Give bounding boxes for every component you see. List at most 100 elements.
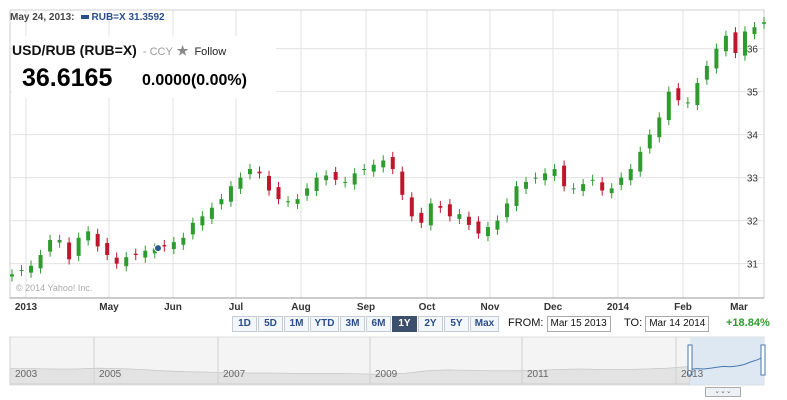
scroll-grip-icon[interactable]: ⌄⌄⌄ (705, 387, 741, 397)
candle-body (619, 177, 624, 185)
candle-body (590, 179, 595, 181)
candle-body (86, 231, 91, 241)
y-axis-labels: 31 32 33 34 35 36 (747, 45, 759, 271)
range-button-1m[interactable]: 1M (284, 316, 309, 332)
candle-body (524, 181, 529, 189)
candle-body (314, 177, 319, 191)
candle-body (181, 237, 186, 245)
x-tick-label: 2013 (15, 302, 38, 313)
star-icon[interactable]: ★ (176, 43, 189, 58)
range-button-5y[interactable]: 5Y (444, 316, 469, 332)
y-tick-label: 31 (747, 260, 759, 271)
navigator-year-label: 2011 (527, 369, 549, 380)
candle-body (95, 233, 100, 247)
candle-body (638, 151, 643, 172)
candle-body (552, 169, 557, 176)
candle-body (200, 216, 205, 226)
y-tick-label: 35 (747, 88, 759, 99)
candle-body (114, 257, 119, 264)
quote-change: 0.0000(0.00%) (142, 72, 247, 89)
range-button-1y[interactable]: 1Y (392, 316, 417, 332)
range-button-ytd[interactable]: YTD (310, 316, 339, 332)
candle-body (333, 172, 338, 180)
candle-body (267, 175, 272, 191)
candle-body (171, 242, 176, 249)
candle-body (247, 169, 252, 175)
hover-marker (154, 244, 162, 253)
navigator-year-label: 2007 (223, 369, 246, 380)
quote-title: USD/RUB (RUB=X) (12, 42, 137, 58)
hover-series: RUB=X (91, 12, 126, 23)
x-tick-label: Aug (291, 302, 310, 313)
candle-body (238, 177, 243, 189)
range-button-max[interactable]: Max (470, 316, 499, 332)
candle-body (762, 22, 766, 24)
candle-body (286, 201, 291, 203)
range-button-2y[interactable]: 2Y (418, 316, 443, 332)
range-button-1d[interactable]: 1D (232, 316, 257, 332)
to-date-input[interactable]: Mar 14 2014 (645, 316, 710, 332)
candle-body (504, 203, 509, 218)
candle-body (742, 31, 747, 56)
candle-body (343, 181, 348, 183)
candle-body (409, 197, 414, 217)
to-label: TO: (624, 317, 643, 329)
navigator-year-label: 2003 (15, 369, 38, 380)
candle-body (609, 188, 614, 194)
candle-body (143, 250, 148, 258)
x-axis-labels: 2013 May Jun Jul Aug Sep Oct Nov Dec 2014 Feb Mar (15, 302, 748, 313)
quote-price: 36.6165 (22, 64, 113, 92)
range-button-6m[interactable]: 6M (366, 316, 391, 332)
candle-body (124, 257, 129, 267)
quote-panel (12, 36, 276, 98)
navigator-handle-right (760, 344, 766, 376)
candle-body (666, 91, 671, 121)
candle-body (457, 214, 462, 219)
candle-body (190, 222, 195, 235)
y-tick-label: 33 (747, 174, 759, 185)
candle-body (295, 199, 300, 204)
candle-body (581, 184, 586, 191)
candle-body (362, 169, 367, 171)
candle-body (19, 270, 24, 272)
candle-body (10, 274, 14, 277)
copyright: © 2014 Yahoo! Inc. (16, 283, 93, 293)
candle-body (714, 48, 719, 69)
candle-body (571, 188, 576, 190)
x-tick-label: Nov (481, 302, 500, 313)
candle-body (48, 239, 53, 252)
to-control: TO: Mar 14 2014 (624, 316, 710, 332)
candle-body (162, 245, 167, 247)
candle-body (228, 186, 233, 202)
period-change: +18.84% (726, 317, 770, 329)
candle-layer (10, 17, 766, 282)
follow-button[interactable]: Follow (194, 46, 227, 58)
candle-body (57, 239, 62, 243)
candle-body (419, 212, 424, 223)
x-tick-label: May (99, 302, 119, 313)
range-button-3m[interactable]: 3M (340, 316, 365, 332)
quote-type: - CCY (142, 46, 173, 58)
candle-body (209, 207, 214, 219)
from-date-input[interactable]: Mar 15 2013 (546, 316, 611, 332)
candle-body (695, 83, 700, 105)
candle-body (67, 242, 72, 260)
candle-body (514, 186, 519, 207)
x-tick-label: Oct (419, 302, 436, 313)
candle-body (628, 169, 633, 181)
candle-body (400, 171, 405, 195)
candle-body (476, 221, 481, 234)
candle-body (276, 187, 281, 200)
range-button-5d[interactable]: 5D (258, 316, 283, 332)
x-tick-label: 2014 (607, 302, 630, 313)
candle-body (543, 173, 548, 181)
candle-body (428, 203, 433, 226)
candle-body (152, 248, 157, 254)
series-swatch (80, 14, 89, 19)
candle-body (38, 255, 43, 269)
hover-date: May 24, 2013: (10, 12, 75, 23)
candle-body (676, 88, 681, 101)
quote-header: USD/RUB (RUB=X) - CCY ★ Follow (12, 42, 226, 59)
x-tick-label: Feb (674, 302, 692, 313)
